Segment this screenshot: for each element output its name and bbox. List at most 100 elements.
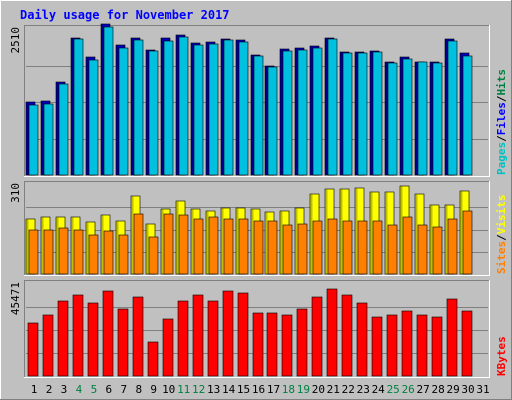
x-tick-label: 23 [357, 383, 370, 396]
x-tick-label: 1 [31, 383, 38, 396]
bar-files [148, 50, 159, 176]
chart-panels: 2510 Pages/Files/Hits 310 Sites/Visits 45471… [9, 23, 508, 378]
bar-kbytes [72, 294, 84, 377]
bar-kbytes [296, 308, 308, 377]
bar-files [357, 52, 368, 176]
bar-kbytes [237, 292, 249, 377]
bar-sites [118, 234, 129, 275]
bar-sites [282, 224, 293, 275]
bar-sites [178, 214, 189, 275]
bar-files [297, 49, 308, 176]
bar-files [267, 66, 278, 176]
bar-files [282, 50, 293, 176]
bar-kbytes [371, 316, 383, 377]
bar-kbytes [102, 290, 114, 377]
bar-kbytes [222, 290, 234, 377]
bar-files [447, 40, 458, 176]
bar-sites [43, 229, 54, 275]
panel-sites-visits: 310 Sites/Visits [9, 181, 508, 276]
bar-files [223, 39, 234, 176]
x-tick-label: 12 [192, 383, 205, 396]
x-tick-label: 5 [91, 383, 98, 396]
bar-sites [253, 220, 264, 275]
y-scale-max-label: 2510 [9, 27, 22, 54]
bar-files [178, 36, 189, 176]
x-tick-label: 22 [342, 383, 355, 396]
bar-kbytes [416, 314, 428, 377]
x-tick-label: 18 [282, 383, 295, 396]
bar-kbytes [461, 310, 473, 377]
bar-sites [267, 220, 278, 275]
bar-kbytes [252, 312, 264, 377]
x-tick-label: 30 [461, 383, 474, 396]
bar-files [103, 26, 114, 176]
bar-kbytes [132, 296, 144, 377]
bar-sites [238, 218, 249, 275]
legend-pages-files-hits: Pages/Files/Hits [495, 69, 508, 175]
bar-sites [327, 218, 338, 275]
x-tick-label: 17 [267, 383, 280, 396]
bar-files [163, 40, 174, 176]
bar-files [462, 55, 473, 176]
y-scale-max-label: 310 [9, 183, 22, 203]
x-tick-label: 4 [76, 383, 83, 396]
bar-kbytes [117, 308, 129, 377]
bar-sites [357, 220, 368, 275]
legend-kbytes: KBytes [495, 336, 508, 376]
bar-sites [342, 220, 353, 275]
bar-sites [28, 229, 39, 275]
legend-item-pages: Pages [495, 142, 508, 175]
bar-sites [58, 227, 69, 275]
bar-sites [312, 220, 323, 275]
bar-kbytes [266, 312, 278, 377]
bar-kbytes [162, 318, 174, 377]
chart-title: Daily usage for November 2017 [20, 8, 230, 22]
bar-kbytes [431, 316, 443, 377]
bar-files [88, 59, 99, 176]
x-tick-label: 31 [476, 383, 489, 396]
legend-item-sites: Sites [495, 241, 508, 274]
x-tick-label: 24 [372, 383, 386, 396]
bar-files [133, 39, 144, 176]
bar-kbytes [27, 322, 39, 377]
bar-sites [223, 218, 234, 275]
bar-sites [103, 230, 114, 275]
bar-kbytes [207, 300, 219, 377]
bar-sites [133, 213, 144, 275]
x-tick-label: 16 [252, 383, 265, 396]
bar-sites [417, 224, 428, 275]
bar-files [193, 44, 204, 176]
bar-kbytes [386, 314, 398, 377]
x-tick-label: 21 [327, 383, 340, 396]
bar-sites [462, 210, 473, 275]
legend-item-files: Files [495, 102, 508, 135]
legend-sites-visits: Sites/Visits [495, 195, 508, 275]
bar-kbytes [57, 300, 69, 377]
x-tick-label: 9 [150, 383, 157, 396]
x-tick-label: 3 [61, 383, 68, 396]
x-tick-label: 27 [416, 383, 429, 396]
bar-files [402, 58, 413, 176]
bar-kbytes [147, 341, 159, 377]
bar-kbytes [177, 300, 189, 377]
x-tick-label: 15 [237, 383, 250, 396]
bar-sites [208, 216, 219, 275]
bar-kbytes [356, 302, 368, 377]
bar-files [312, 47, 323, 176]
x-tick-label: 7 [120, 383, 127, 396]
x-tick-label: 25 [387, 383, 400, 396]
bar-files [253, 55, 264, 176]
x-tick-label: 28 [431, 383, 444, 396]
bar-kbytes [446, 298, 458, 377]
bar-sites [432, 226, 443, 275]
x-tick-label: 10 [162, 383, 175, 396]
x-tick-label: 13 [207, 383, 220, 396]
panel-kbytes: 45471 KBytes [9, 280, 508, 378]
x-tick-label: 26 [402, 383, 415, 396]
bar-kbytes [281, 314, 293, 377]
bar-files [372, 51, 383, 176]
legend-item-visits: Visits [495, 195, 508, 235]
bar-sites [372, 220, 383, 275]
bar-files [58, 83, 69, 176]
bar-files [208, 43, 219, 176]
